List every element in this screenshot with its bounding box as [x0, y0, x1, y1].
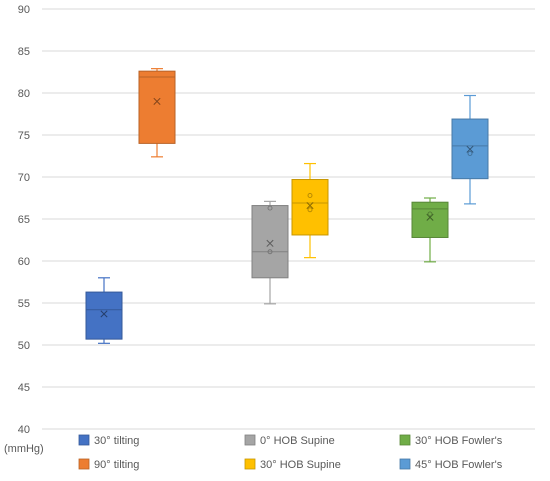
data-point: [267, 205, 273, 211]
y-tick-label: 80: [18, 88, 30, 100]
box-iqr: [138, 70, 176, 144]
y-tick-label: 45: [18, 382, 30, 394]
legend-label: 90° tilting: [94, 459, 139, 471]
legend-label: 30° HOB Fowler's: [415, 435, 503, 447]
legend-label: 45° HOB Fowler's: [415, 459, 503, 471]
box-iqr: [85, 291, 123, 340]
legend-item: 30° tilting: [78, 434, 139, 447]
box-plot: [411, 197, 449, 263]
y-tick-label: 65: [18, 214, 30, 226]
legend-swatch: [78, 434, 90, 446]
y-axis-unit-label: (mmHg): [4, 443, 44, 455]
box-plot: [138, 68, 176, 158]
data-point: [307, 193, 313, 198]
mean-marker: [266, 239, 274, 247]
legend-swatch: [78, 458, 90, 470]
data-point: [467, 151, 473, 156]
y-tick-label: 90: [18, 4, 30, 16]
legend-swatch: [399, 458, 411, 470]
mean-marker: [100, 310, 108, 318]
legend-swatch: [399, 434, 411, 446]
box-iqr: [411, 201, 449, 238]
box-iqr: [291, 179, 329, 236]
legend-item: 45° HOB Fowler's: [399, 458, 503, 471]
mean-marker: [306, 202, 314, 210]
y-tick-label: 70: [18, 172, 30, 184]
legend-swatch: [244, 458, 256, 470]
box-plot: [291, 162, 329, 259]
legend-label: 30° tilting: [94, 435, 139, 447]
legend-item: 90° tilting: [78, 458, 139, 471]
data-point: [267, 249, 273, 255]
box-plots: [85, 68, 489, 344]
mean-marker: [466, 145, 474, 153]
y-tick-label: 60: [18, 256, 30, 268]
y-tick-label: 55: [18, 298, 30, 310]
box-plot: [251, 200, 289, 305]
data-point: [307, 207, 313, 213]
legend-label: 0° HOB Supine: [260, 435, 335, 447]
box-iqr: [251, 205, 289, 279]
legend-swatch: [244, 434, 256, 446]
y-tick-label: 40: [18, 424, 30, 436]
mean-marker: [426, 213, 434, 221]
y-tick-label: 50: [18, 340, 30, 352]
mean-marker: [153, 97, 161, 105]
y-axis-tick-labels: 40 45 50 55 60 65 70 75 80 85 90: [18, 4, 30, 436]
legend-item: 0° HOB Supine: [244, 434, 335, 447]
y-tick-label: 85: [18, 46, 30, 58]
box-plot: [451, 94, 489, 205]
box-plot: [85, 277, 123, 344]
legend-label: 30° HOB Supine: [260, 459, 341, 471]
legend: 30° tilting 90° tilting 0° HOB Supine 30° H…: [78, 434, 503, 471]
legend-item: 30° HOB Fowler's: [399, 434, 503, 447]
y-tick-label: 75: [18, 130, 30, 142]
legend-item: 30° HOB Supine: [244, 458, 341, 471]
data-point: [427, 211, 433, 217]
